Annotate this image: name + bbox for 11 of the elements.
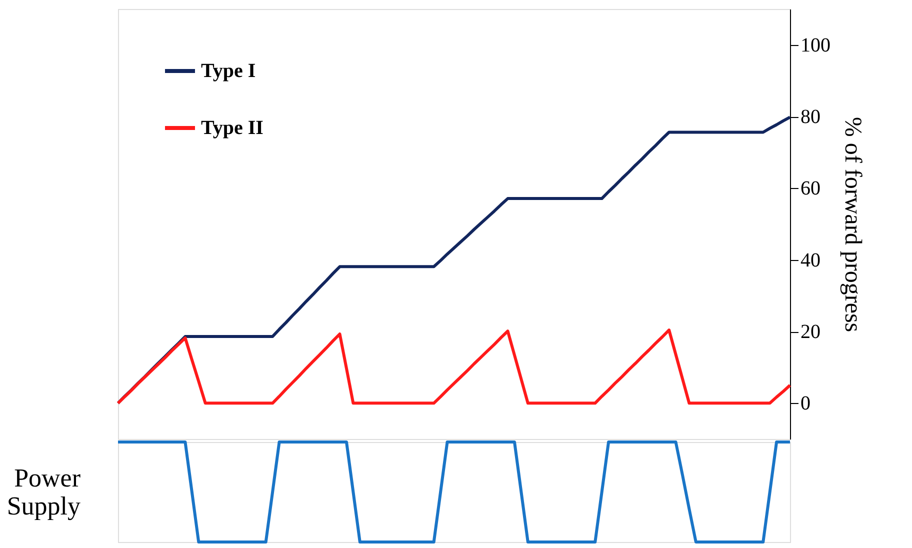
y-tick-label: 100 xyxy=(800,34,830,56)
y-tick-label: 60 xyxy=(800,178,820,200)
legend-label: Type II xyxy=(201,117,264,139)
y-tick-label: 0 xyxy=(800,392,810,415)
y-tick-label: 20 xyxy=(800,321,820,343)
y-tick-label: 80 xyxy=(800,106,820,128)
y-tick-label: 40 xyxy=(800,249,820,272)
line-series xyxy=(116,328,792,405)
y-axis-title: % of forward progress xyxy=(840,116,866,332)
legend-label: Type I xyxy=(201,60,256,82)
y-axis-title: Power Supply xyxy=(6,464,81,520)
